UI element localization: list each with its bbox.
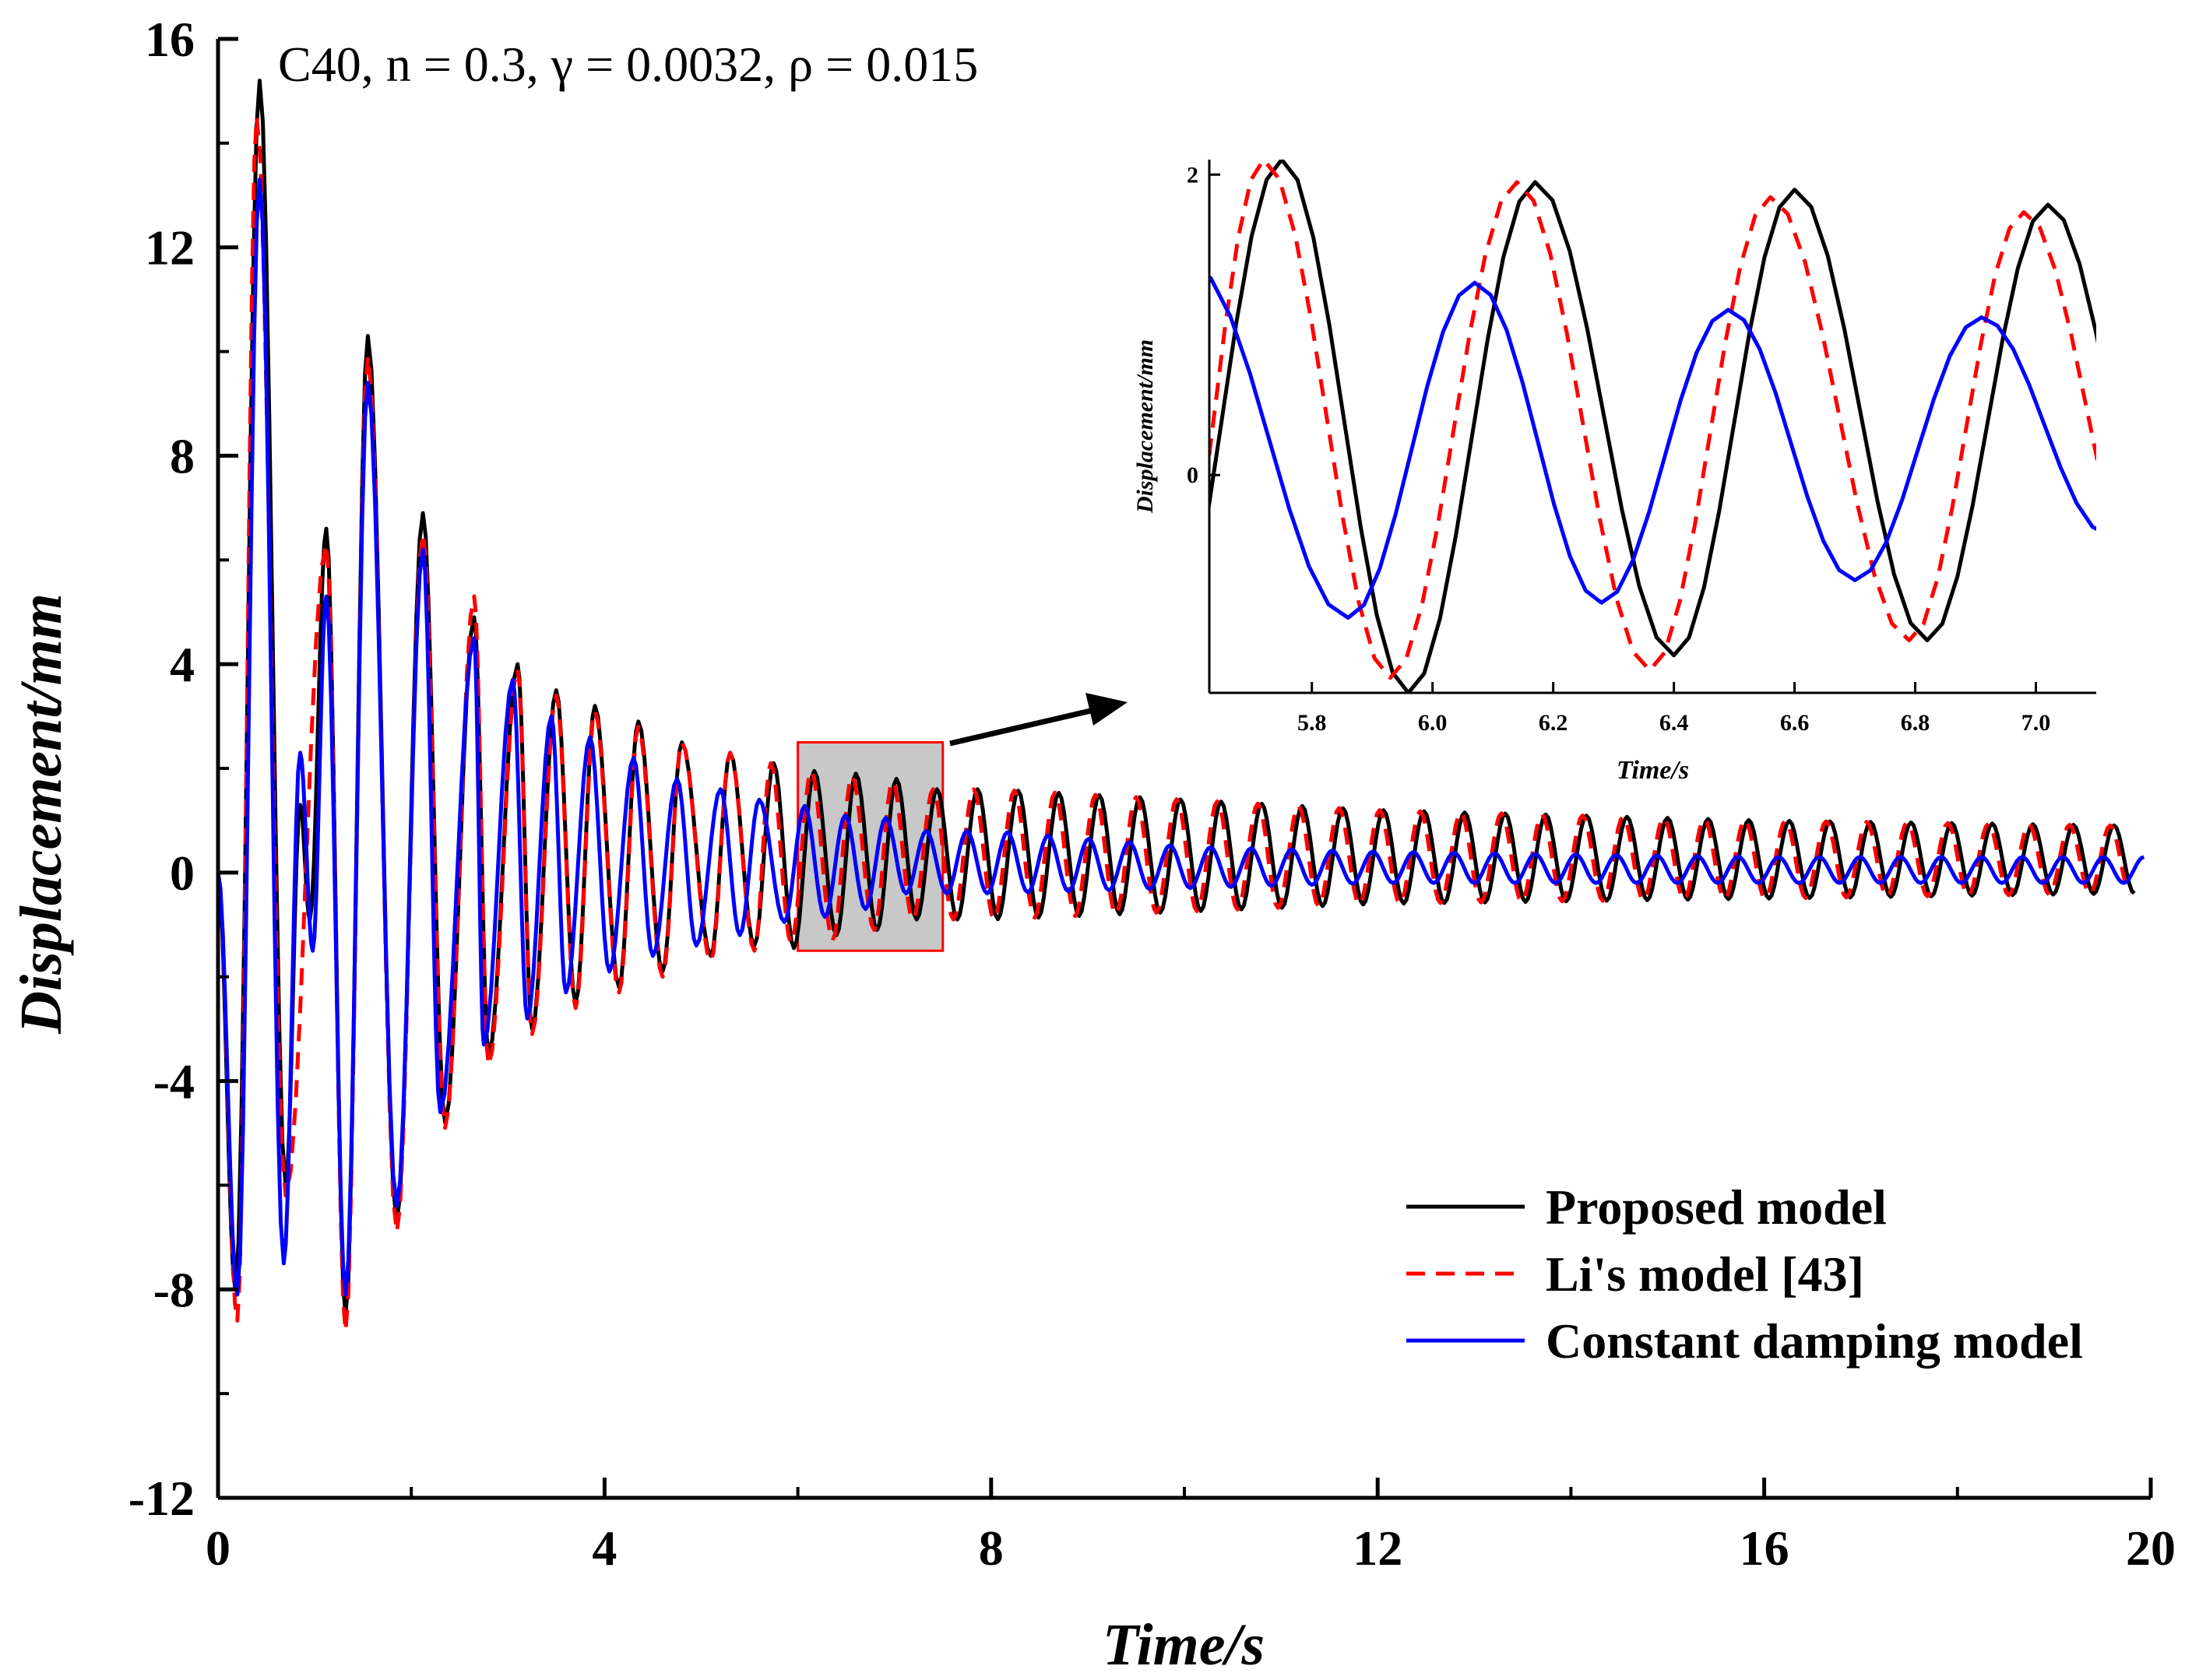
y-tick-label: -4 bbox=[153, 1054, 195, 1109]
series-line-1 bbox=[216, 114, 2132, 1334]
main-plot-series bbox=[216, 79, 2145, 1334]
zoom-arrow bbox=[949, 693, 1128, 747]
inset-x-tick-label: 7.0 bbox=[2021, 710, 2051, 736]
y-tick-label: 12 bbox=[145, 220, 195, 276]
x-tick-label: 0 bbox=[206, 1520, 230, 1576]
legend-label-0: Proposed model bbox=[1546, 1179, 1887, 1235]
y-tick-label: -8 bbox=[153, 1262, 195, 1317]
x-tick-label: 12 bbox=[1353, 1520, 1402, 1576]
series-line-2 bbox=[216, 177, 2145, 1297]
legend-label-1: Li's model [43] bbox=[1546, 1246, 1864, 1302]
inset-y-tick-label: 2 bbox=[1187, 162, 1198, 188]
inset-x-tick-label: 6.6 bbox=[1780, 710, 1810, 736]
y-axis-title: Displacement/mm bbox=[9, 593, 74, 1035]
x-tick-label: 8 bbox=[979, 1520, 1004, 1576]
inset-x-tick-label: 5.8 bbox=[1297, 710, 1327, 736]
legend: Proposed model Li's model [43] Constant da… bbox=[1406, 1179, 2083, 1369]
inset-x-axis-title: Time/s bbox=[1617, 756, 1689, 785]
inset-y-axis-title: Displacement/mm bbox=[1132, 339, 1158, 514]
legend-label-2: Constant damping model bbox=[1546, 1313, 2083, 1369]
y-tick-label: -12 bbox=[128, 1471, 195, 1526]
x-axis-title: Time/s bbox=[1103, 1612, 1265, 1678]
y-tick-label: 8 bbox=[170, 428, 195, 483]
inset-x-tick-label: 6.2 bbox=[1539, 710, 1568, 736]
inset-series-line-2 bbox=[1209, 274, 2096, 620]
inset-series bbox=[1209, 160, 2096, 693]
inset-series-line-1 bbox=[1209, 160, 2096, 680]
x-tick-label: 4 bbox=[592, 1520, 617, 1576]
inset-x-tick-label: 6.0 bbox=[1418, 710, 1448, 736]
y-tick-label: 4 bbox=[170, 637, 195, 692]
x-tick-label: 20 bbox=[2126, 1520, 2176, 1576]
y-tick-label: 0 bbox=[170, 845, 195, 901]
parameter-annotation: C40, n = 0.3, γ = 0.0032, ρ = 0.015 bbox=[278, 37, 978, 92]
inset-y-tick-label: 0 bbox=[1187, 462, 1198, 488]
inset-x-tick-label: 6.4 bbox=[1659, 710, 1689, 736]
y-tick-label: 16 bbox=[145, 12, 195, 67]
arrow-head bbox=[1085, 693, 1128, 726]
inset-series-line-0 bbox=[1209, 160, 2096, 693]
inset-plot: 5.8 6.0 6.2 6.4 6.6 6.8 7.0 0 2 Time/s Displacemen… bbox=[1132, 160, 2096, 785]
inset-x-tick-label: 6.8 bbox=[1901, 710, 1930, 736]
arrow-shaft bbox=[949, 707, 1095, 747]
x-tick-label: 16 bbox=[1740, 1520, 1789, 1576]
